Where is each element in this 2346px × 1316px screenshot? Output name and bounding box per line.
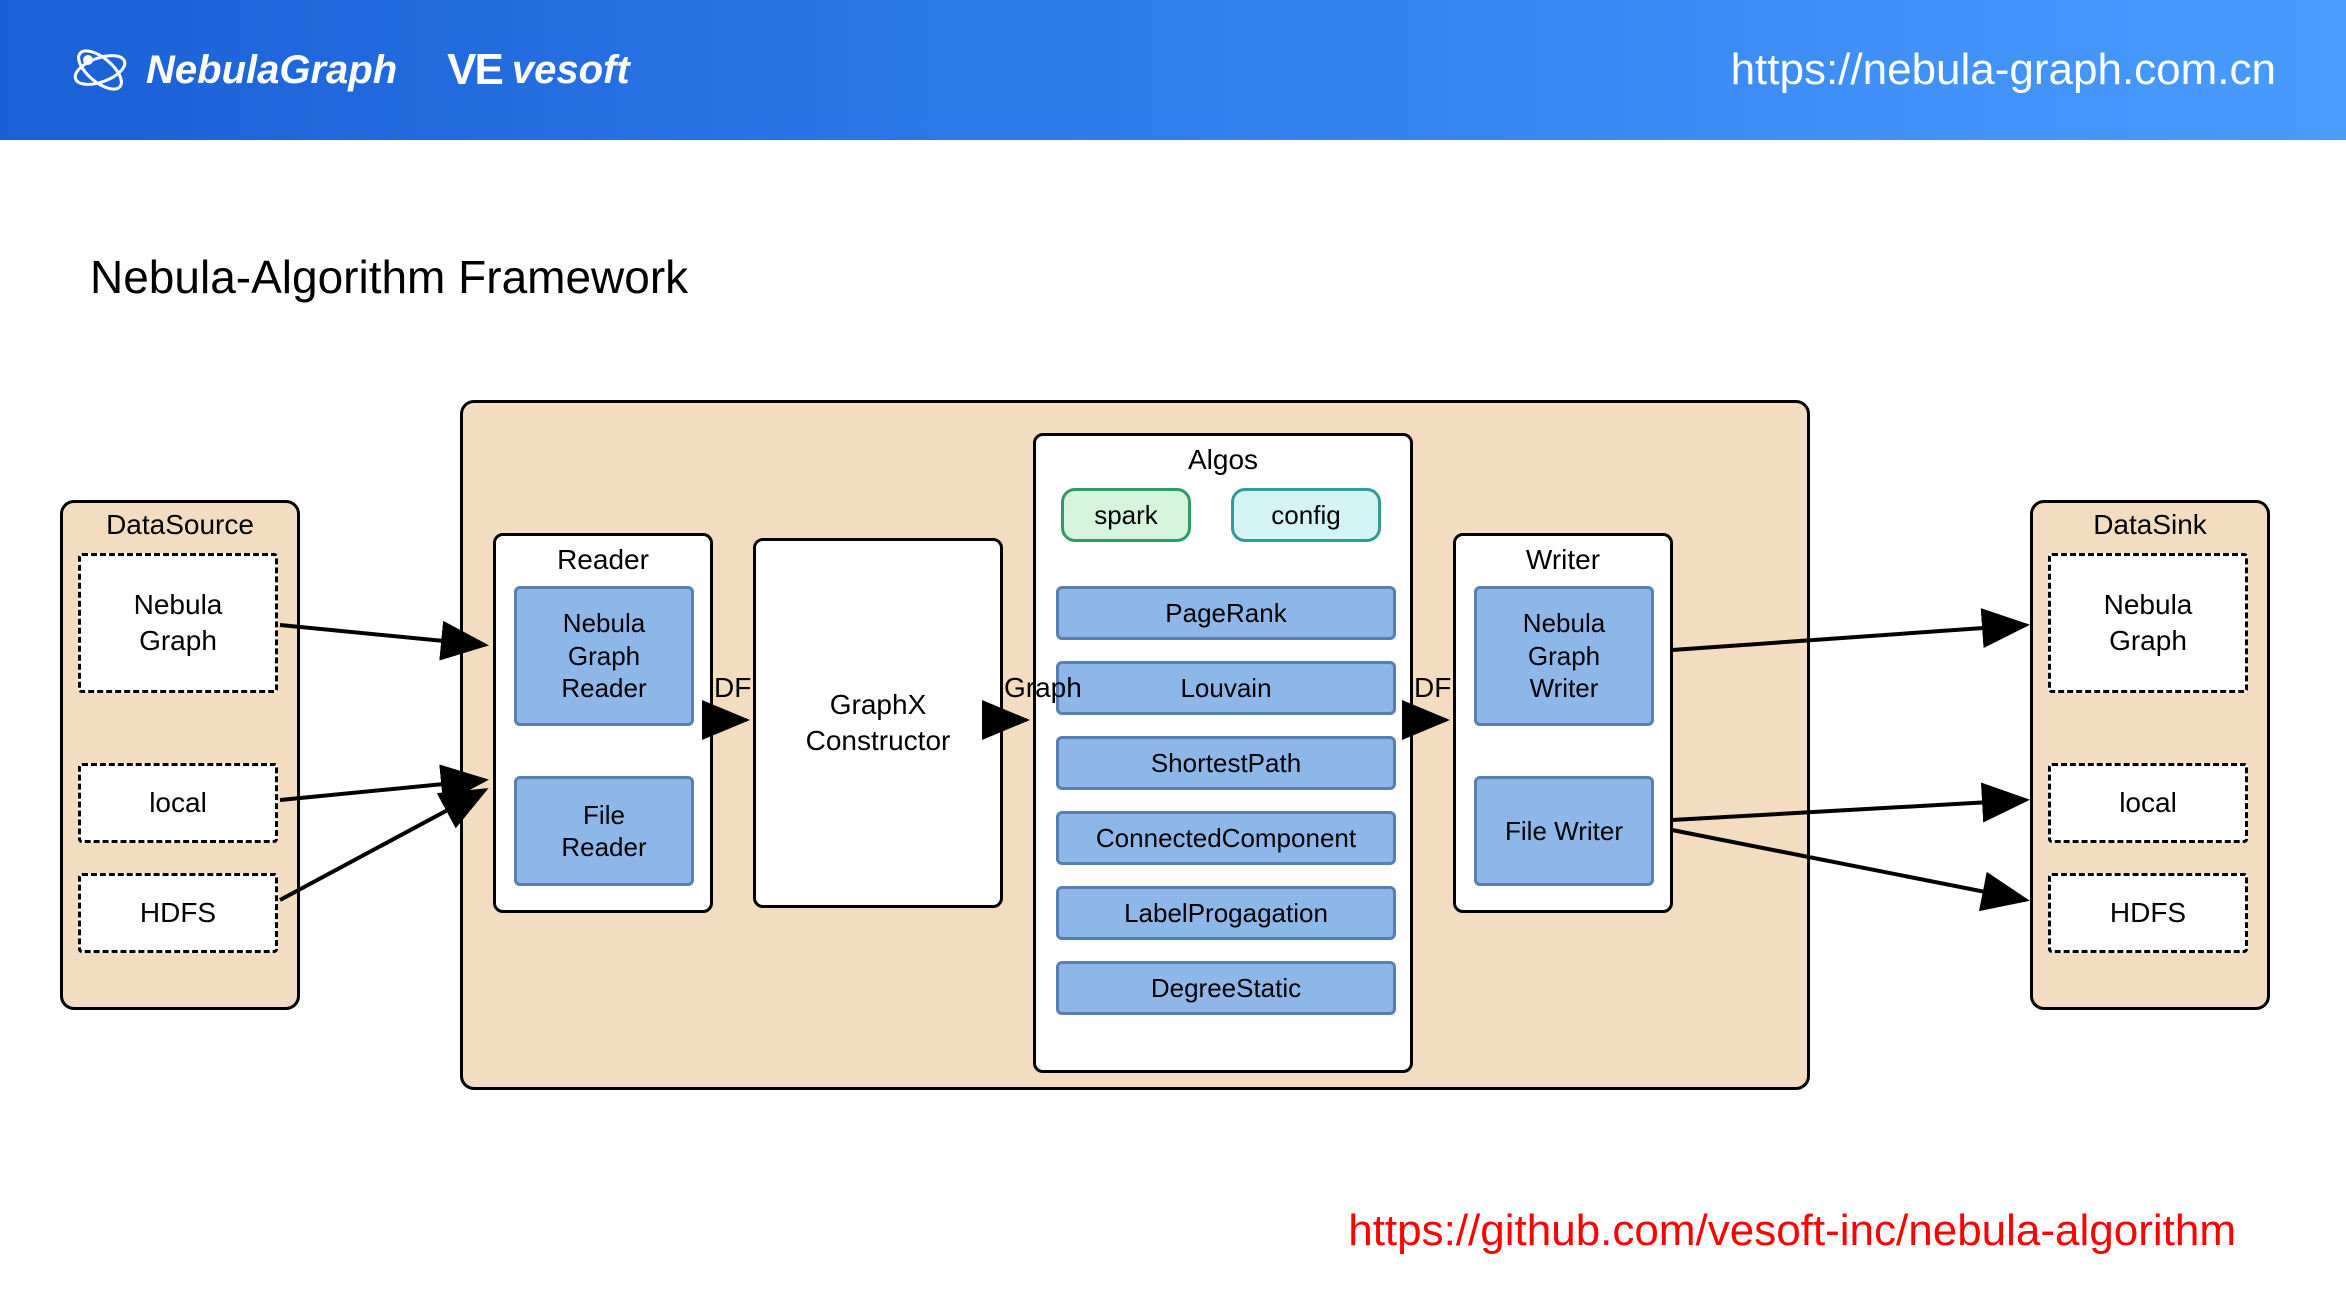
- framework-panel: Reader Nebula Graph Reader File Reader G…: [460, 400, 1810, 1090]
- ds-local: local: [78, 763, 278, 843]
- algo-pagerank: PageRank: [1056, 586, 1396, 640]
- algo-connectedcomponent: ConnectedComponent: [1056, 811, 1396, 865]
- algo-shortestpath: ShortestPath: [1056, 736, 1396, 790]
- algo-degreestatic: DegreeStatic: [1056, 961, 1396, 1015]
- algos-title: Algos: [1036, 436, 1410, 488]
- datasink-panel: DataSink Nebula Graph local HDFS: [2030, 500, 2270, 1010]
- nebula-logo-text: NebulaGraph: [146, 48, 397, 93]
- page-title: Nebula-Algorithm Framework: [90, 250, 688, 304]
- sink-hdfs: HDFS: [2048, 873, 2248, 953]
- reader-module: Reader Nebula Graph Reader File Reader: [493, 533, 713, 913]
- edge-label-df1: DF: [714, 672, 751, 704]
- writer-module: Writer Nebula Graph Writer File Writer: [1453, 533, 1673, 913]
- file-writer: File Writer: [1474, 776, 1654, 886]
- ds-nebula: Nebula Graph: [78, 553, 278, 693]
- datasource-title: DataSource: [63, 503, 297, 551]
- spark-tag: spark: [1061, 488, 1191, 542]
- edge-label-graph: Graph: [1004, 672, 1082, 704]
- graphx-constructor: GraphX Constructor: [753, 538, 1003, 908]
- nebula-logo-icon: [70, 40, 130, 100]
- nebula-graph-reader: Nebula Graph Reader: [514, 586, 694, 726]
- edge-label-df2: DF: [1414, 672, 1451, 704]
- graphx-label: GraphX Constructor: [806, 687, 951, 760]
- vesoft-logo-text: vesoft: [512, 48, 630, 93]
- header-url: https://nebula-graph.com.cn: [1731, 45, 2276, 95]
- sink-local: local: [2048, 763, 2248, 843]
- diagram-canvas: DataSource Nebula Graph local HDFS Reade…: [60, 400, 2286, 1100]
- sink-nebula: Nebula Graph: [2048, 553, 2248, 693]
- vesoft-logo-icon: VE: [447, 45, 502, 95]
- algos-module: Algos spark config PageRank Louvain Shor…: [1033, 433, 1413, 1073]
- reader-title: Reader: [496, 536, 710, 588]
- file-reader: File Reader: [514, 776, 694, 886]
- datasource-panel: DataSource Nebula Graph local HDFS: [60, 500, 300, 1010]
- algo-labelpropagation: LabelProgagation: [1056, 886, 1396, 940]
- vesoft-logo: VE vesoft: [447, 45, 630, 95]
- writer-title: Writer: [1456, 536, 1670, 588]
- footer-url: https://github.com/vesoft-inc/nebula-alg…: [1348, 1206, 2236, 1256]
- datasink-title: DataSink: [2033, 503, 2267, 551]
- header-bar: NebulaGraph VE vesoft https://nebula-gra…: [0, 0, 2346, 140]
- algo-louvain: Louvain: [1056, 661, 1396, 715]
- nebula-graph-writer: Nebula Graph Writer: [1474, 586, 1654, 726]
- config-tag: config: [1231, 488, 1381, 542]
- nebula-logo: NebulaGraph: [70, 40, 397, 100]
- ds-hdfs: HDFS: [78, 873, 278, 953]
- header-logos: NebulaGraph VE vesoft: [70, 40, 630, 100]
